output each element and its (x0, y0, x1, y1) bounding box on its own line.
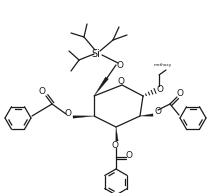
Text: methoxy: methoxy (154, 63, 172, 67)
Text: O: O (155, 108, 161, 117)
Text: O: O (125, 152, 132, 161)
Text: O: O (116, 62, 124, 70)
Text: O: O (38, 87, 46, 96)
Text: O: O (64, 109, 72, 119)
Text: O: O (156, 85, 163, 93)
Text: O: O (111, 141, 119, 151)
Polygon shape (140, 114, 153, 116)
Text: O: O (177, 90, 183, 98)
Polygon shape (73, 116, 94, 118)
Text: Si: Si (92, 49, 100, 59)
Polygon shape (116, 127, 118, 141)
Polygon shape (94, 77, 108, 96)
Text: O: O (118, 78, 125, 86)
